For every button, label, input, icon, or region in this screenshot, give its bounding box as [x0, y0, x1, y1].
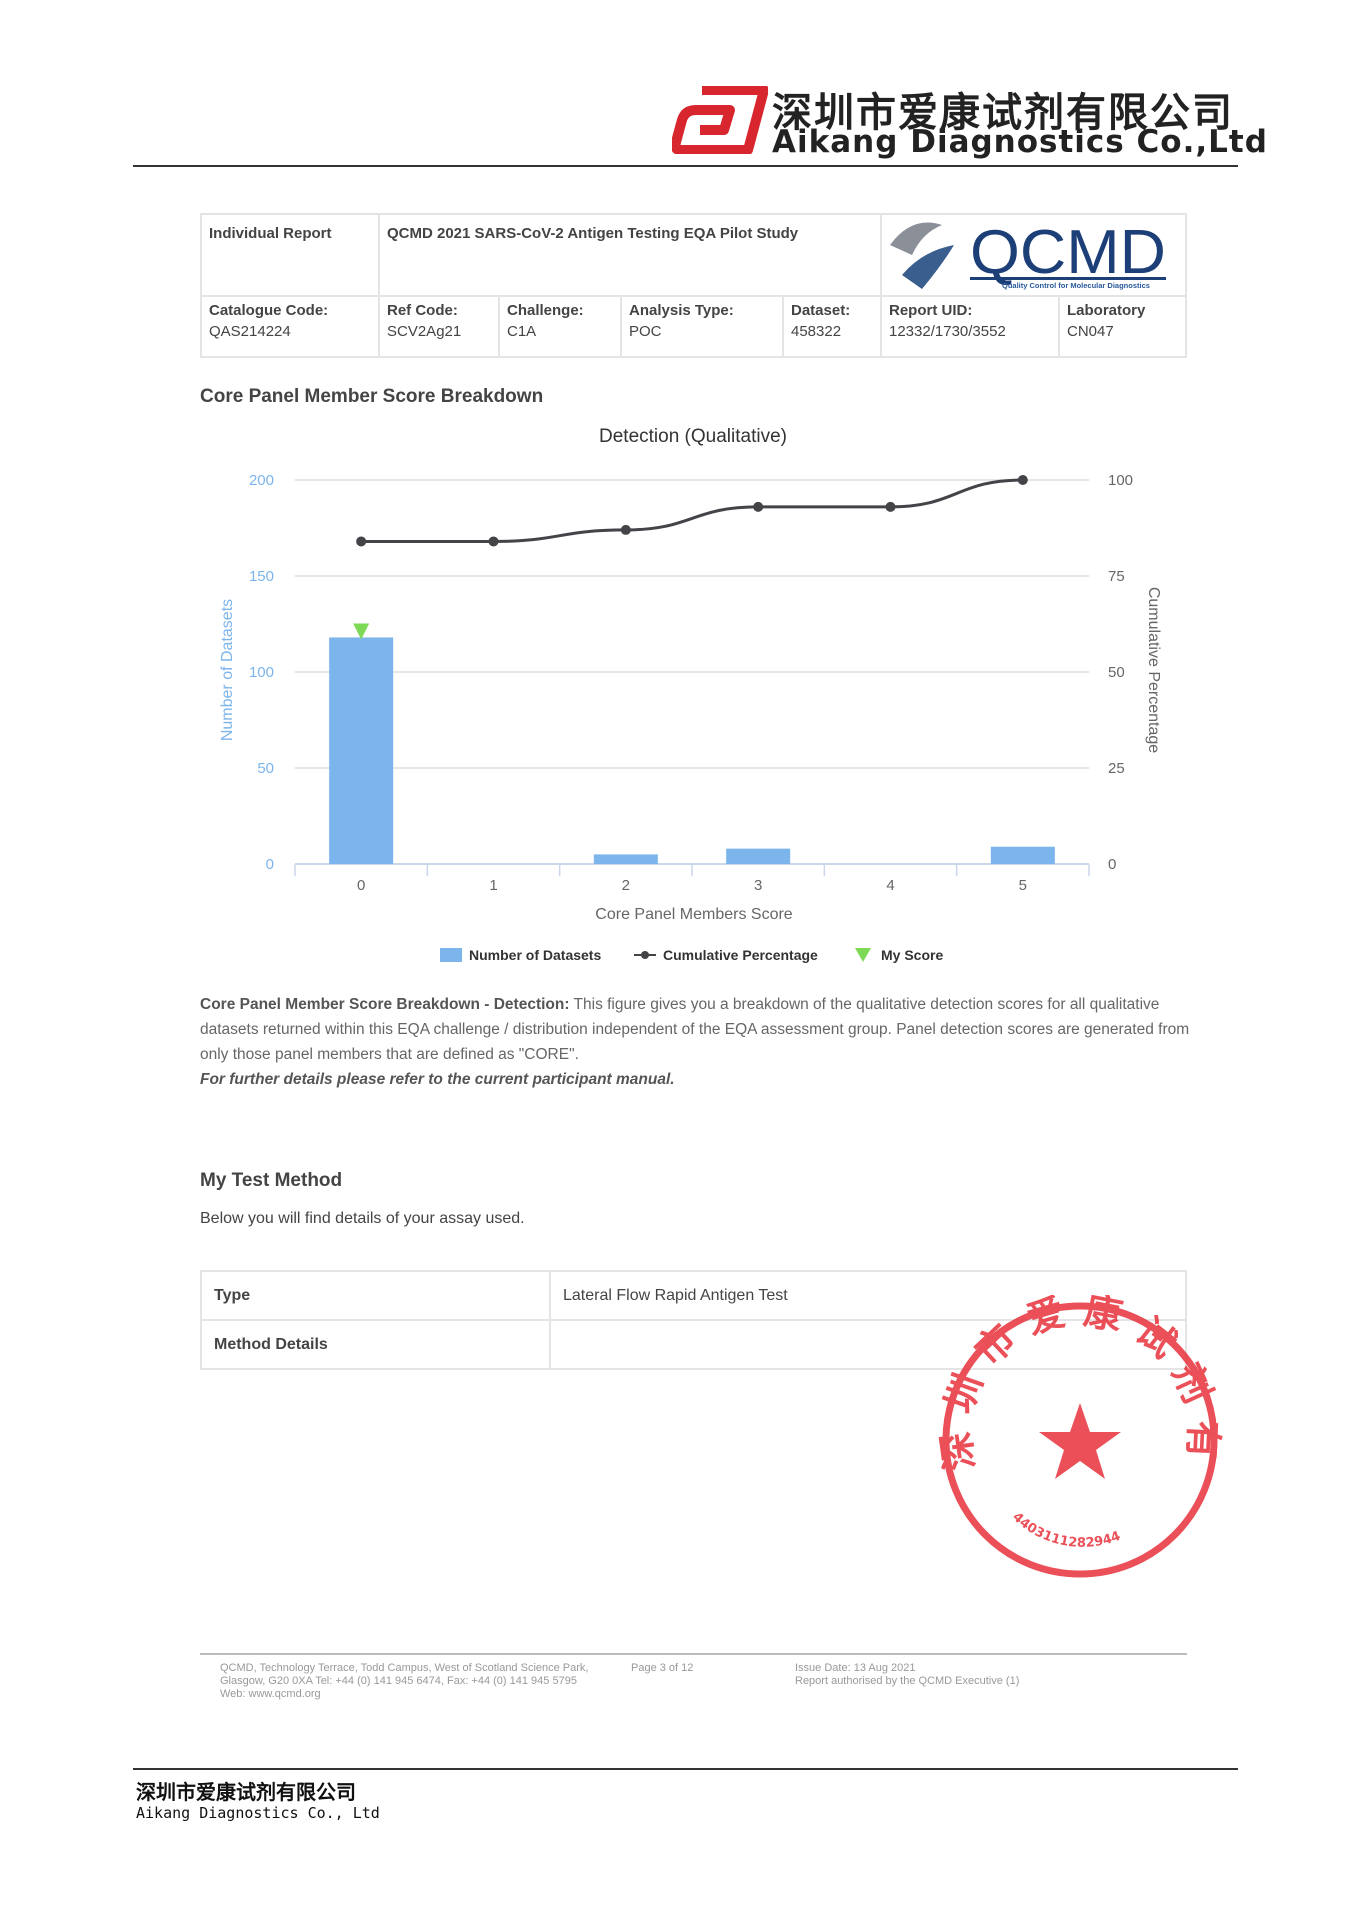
header-divider	[133, 165, 1238, 167]
x-tick-label: 0	[357, 877, 365, 894]
y2-tick-label: 50	[1108, 664, 1125, 681]
x-tick-label: 2	[622, 877, 630, 894]
x-tick-label: 4	[886, 877, 894, 894]
company-name-cn: 深圳市爱康试剂有限公司	[772, 90, 1234, 136]
qcmd-logo-icon: QCMD Quality Control for Molecular Diagn…	[890, 218, 1166, 290]
bottom-company-cn: 深圳市爱康试剂有限公司	[136, 1780, 356, 1804]
legend-my-score: My Score	[881, 947, 943, 963]
section-title-method: My Test Method	[200, 1170, 343, 1191]
company-name-en: Aikang Diagnostics Co.,Ltd	[772, 124, 1268, 160]
bar-0	[329, 637, 394, 864]
y-axis-title: Number of Datasets	[219, 599, 236, 741]
field-catalogue-code: Catalogue Code: QAS214224	[200, 295, 380, 358]
y2-tick-label: 25	[1108, 760, 1125, 777]
y2-tick-label: 0	[1108, 856, 1116, 873]
breakdown-description: Core Panel Member Score Breakdown - Dete…	[200, 996, 1190, 1088]
cumulative-point-4	[885, 501, 896, 512]
method-subtitle: Below you will find details of your assa…	[200, 1210, 525, 1227]
bottom-divider	[133, 1768, 1238, 1770]
bar-5	[990, 846, 1055, 864]
chart-legend: Number of Datasets Cumulative Percentage…	[440, 947, 943, 963]
y-tick-label: 100	[249, 664, 274, 681]
footer-address: QCMD, Technology Terrace, Todd Campus, W…	[220, 1662, 589, 1700]
cumulative-line	[361, 478, 1023, 543]
legend-cumulative-percentage: Cumulative Percentage	[663, 947, 818, 963]
star-icon	[1039, 1403, 1121, 1479]
footer-divider	[200, 1653, 1187, 1655]
y2-tick-label: 75	[1108, 568, 1125, 585]
report-info-table: Individual Report QCMD 2021 SARS-CoV-2 A…	[200, 213, 1187, 358]
field-challenge: Challenge: C1A	[498, 295, 622, 358]
x-tick-label: 1	[489, 877, 497, 894]
manual-note: For further details please refer to the …	[200, 1071, 675, 1088]
x-axis-title: Core Panel Members Score	[595, 906, 793, 923]
x-tick-label: 3	[754, 877, 762, 894]
method-table: Type Lateral Flow Rapid Antigen Test Meth…	[200, 1270, 1187, 1370]
cumulative-point-1	[488, 536, 499, 547]
company-seal-stamp: 深圳市爱康试剂有限公司 4403111282944	[935, 1295, 1225, 1578]
legend-number-of-datasets: Number of Datasets	[469, 947, 601, 963]
y-tick-label: 200	[249, 472, 274, 489]
field-laboratory: Laboratory CN047	[1058, 295, 1187, 358]
field-report-uid: Report UID: 12332/1730/3552	[880, 295, 1060, 358]
y-tick-label: 0	[266, 856, 274, 873]
legend-my-score-swatch	[855, 948, 871, 962]
footer-issue: Issue Date: 13 Aug 2021 Report authorised…	[795, 1662, 1020, 1687]
field-analysis-type: Analysis Type: POC	[620, 295, 784, 358]
report-title: QCMD 2021 SARS-CoV-2 Antigen Testing EQA…	[378, 213, 882, 297]
x-tick-label: 5	[1019, 877, 1027, 894]
legend-bar-swatch	[440, 948, 462, 962]
field-ref-code: Ref Code: SCV2Ag21	[378, 295, 500, 358]
field-dataset: Dataset: 458322	[782, 295, 882, 358]
bar-3	[726, 848, 791, 864]
chart-title: Detection (Qualitative)	[599, 426, 787, 447]
cumulative-point-3	[753, 501, 764, 512]
report-type: Individual Report	[200, 213, 380, 297]
y2-tick-label: 100	[1108, 472, 1133, 489]
qcmd-logo: QCMD Quality Control for Molecular Diagn…	[880, 213, 1187, 297]
cumulative-point-5	[1017, 475, 1028, 485]
cumulative-point-2	[620, 524, 631, 535]
method-row-type: Type Lateral Flow Rapid Antigen Test	[200, 1270, 1187, 1321]
my-score-marker	[353, 623, 370, 640]
section-title-breakdown: Core Panel Member Score Breakdown	[200, 386, 544, 407]
method-row-details: Method Details	[200, 1319, 1187, 1370]
bar-2	[593, 854, 658, 864]
cumulative-point-0	[356, 536, 367, 547]
y2-axis-title: Cumulative Percentage	[1145, 587, 1162, 753]
svg-text:Quality Control for Molecular: Quality Control for Molecular Diagnostic…	[1002, 281, 1150, 290]
y-tick-label: 50	[257, 760, 274, 777]
report-fields-row: Catalogue Code: QAS214224 Ref Code: SCV2Ag…	[200, 295, 1187, 358]
bottom-company-en: Aikang Diagnostics Co., Ltd	[136, 1804, 380, 1822]
aikang-logo-icon	[672, 86, 768, 154]
footer-page: Page 3 of 12	[631, 1662, 694, 1674]
svg-text:QCMD: QCMD	[970, 218, 1166, 287]
y-tick-label: 150	[249, 568, 274, 585]
svg-text:4403111282944: 4403111282944	[1009, 1510, 1122, 1551]
